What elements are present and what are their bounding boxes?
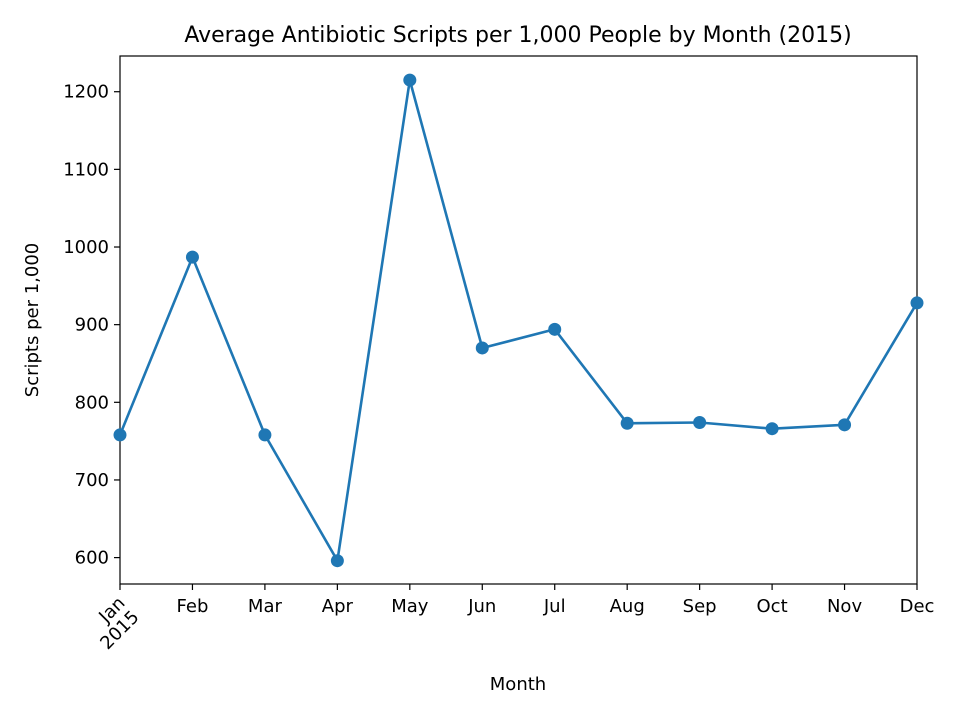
x-tick-label: Sep	[683, 596, 717, 617]
data-point	[113, 428, 127, 442]
x-tick-label: Mar	[248, 596, 283, 617]
data-point	[620, 416, 634, 430]
y-tick-label: 1000	[63, 237, 109, 258]
data-point	[838, 418, 852, 432]
chart-title: Average Antibiotic Scripts per 1,000 Peo…	[184, 23, 851, 48]
y-axis-label: Scripts per 1,000	[22, 243, 43, 397]
x-tick-label: Apr	[322, 596, 354, 617]
plot-frame	[119, 55, 918, 585]
data-point	[910, 296, 924, 310]
data-point	[403, 73, 417, 87]
series-line	[118, 78, 919, 563]
x-tick-label: Nov	[827, 596, 862, 617]
x-tick-label: Dec	[900, 596, 935, 617]
y-tick-label: 1100	[63, 159, 109, 180]
x-tick-label: Jul	[543, 596, 566, 617]
data-point	[330, 554, 344, 568]
y-tick-label: 700	[75, 470, 109, 491]
x-tick-label: Oct	[757, 596, 788, 617]
x-tick-label: Feb	[177, 596, 209, 617]
x-tick-label: Jun	[467, 596, 496, 617]
x-axis-label: Month	[490, 674, 546, 695]
y-tick-label: 600	[75, 548, 109, 569]
x-tick-label: Aug	[610, 596, 645, 617]
data-point	[475, 341, 489, 355]
data-point	[258, 428, 272, 442]
data-point	[693, 415, 707, 429]
x-tick-label: May	[391, 596, 429, 617]
y-tick-label: 800	[75, 392, 109, 413]
data-point	[185, 250, 199, 264]
data-point	[765, 422, 779, 436]
data-point	[548, 322, 562, 336]
y-tick-label: 1200	[63, 82, 109, 103]
y-tick-label: 900	[75, 315, 109, 336]
